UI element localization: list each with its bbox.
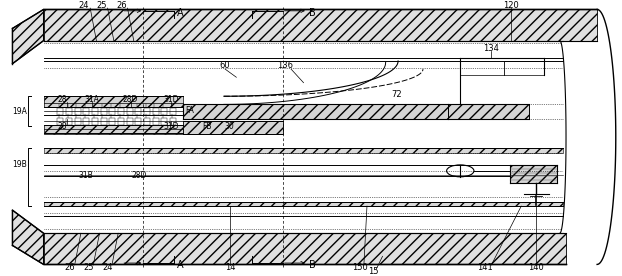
Text: 24: 24 [103,263,113,272]
Text: 25: 25 [96,1,106,10]
Bar [44,202,563,206]
Text: 24: 24 [78,1,88,10]
Text: 31D: 31D [164,122,179,131]
Bar [101,108,106,115]
Bar [118,108,124,115]
Bar [44,96,183,107]
Bar [66,118,72,125]
Bar [92,108,98,115]
Bar [144,118,150,125]
Bar [118,118,124,125]
Text: 120: 120 [503,1,519,10]
Text: 15: 15 [368,267,378,276]
Bar [183,104,448,119]
Bar [57,108,63,115]
Text: 134: 134 [483,44,499,53]
Text: 14: 14 [225,263,235,272]
Bar [170,118,176,125]
Polygon shape [12,9,44,64]
Bar [152,118,159,125]
Text: 150: 150 [351,263,368,272]
Text: 28D: 28D [123,95,138,104]
Text: A: A [177,8,184,18]
Bar [83,108,90,115]
Bar [126,118,132,125]
Text: FA: FA [185,106,194,115]
Text: 140: 140 [528,263,544,272]
Bar [109,118,115,125]
Text: 72: 72 [391,90,402,99]
Bar [126,108,132,115]
Bar [448,104,529,119]
Bar [66,108,72,115]
Text: 25: 25 [84,263,94,272]
Text: A: A [177,260,184,270]
Text: 26: 26 [64,263,75,272]
Text: FB: FB [202,122,212,131]
Text: 31D: 31D [164,95,179,104]
Text: 28D: 28D [131,171,146,180]
Bar [510,165,557,183]
Bar [44,125,183,134]
Text: 28: 28 [57,122,67,131]
Bar [135,108,141,115]
Bar [101,118,106,125]
Bar [144,108,150,115]
Bar [170,108,176,115]
Text: 30: 30 [224,122,234,131]
Bar [75,118,81,125]
Text: 28: 28 [57,95,67,104]
Text: B: B [309,8,316,18]
Bar [152,108,159,115]
Text: 31B: 31B [78,171,93,180]
Bar [75,108,81,115]
Text: 19A: 19A [12,107,27,116]
Bar [57,118,63,125]
Bar [44,233,566,264]
Bar [161,108,167,115]
Text: 60: 60 [220,61,231,70]
Text: 136: 136 [277,61,293,70]
Polygon shape [12,210,44,264]
Bar [92,118,98,125]
Text: 31A: 31A [85,95,100,104]
Text: 141: 141 [477,263,493,272]
Bar [44,9,597,41]
Bar [135,118,141,125]
Text: B: B [309,260,316,270]
Text: 19B: 19B [12,160,27,169]
Bar [109,108,115,115]
Bar [44,148,563,153]
Bar [161,118,167,125]
Bar [183,121,283,134]
Bar [83,118,90,125]
Text: 26: 26 [116,1,128,10]
